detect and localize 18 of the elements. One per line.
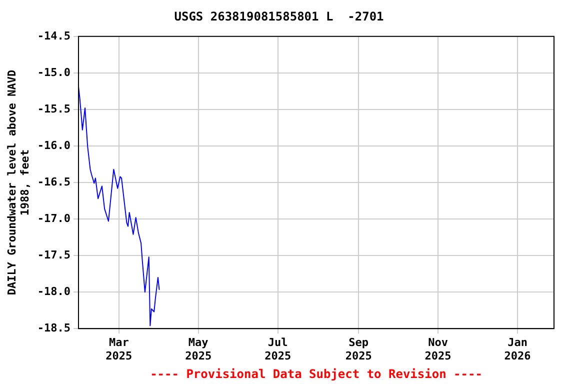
y-tick-label: -17.5 — [37, 248, 71, 262]
y-tick-label: -16.0 — [37, 138, 71, 152]
x-tick-label: Mar 2025 — [106, 336, 132, 362]
x-tick-label: Nov 2025 — [424, 336, 452, 362]
x-tick-label: Jan 2026 — [504, 336, 532, 362]
x-tick-label: May 2025 — [185, 336, 212, 362]
y-tick-label: -18.0 — [37, 284, 71, 298]
x-tick-label: Jul 2025 — [264, 336, 292, 362]
x-tick-label: Sep 2025 — [345, 336, 372, 362]
y-axis-title: DAILY Groundwater level above NAVD 1988, feet — [5, 70, 32, 296]
text: ---- Provisional Data Subject to Revision ---- — [150, 367, 482, 382]
y-tick-label: -16.5 — [37, 175, 71, 188]
chart-title: USGS 263819081585801 L -2701 — [174, 9, 384, 24]
y-tick-label: -17.0 — [37, 212, 71, 225]
y-tick-label: -14.5 — [37, 29, 71, 42]
y-tick-label: -15.0 — [37, 66, 71, 79]
y-tick-label: -18.5 — [37, 321, 71, 334]
y-tick-label: -15.5 — [37, 102, 71, 116]
